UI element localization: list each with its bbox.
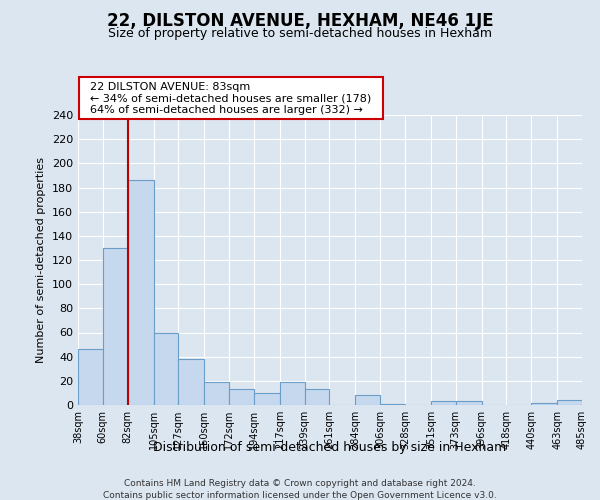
Text: Contains HM Land Registry data © Crown copyright and database right 2024.: Contains HM Land Registry data © Crown c… [124,480,476,488]
Bar [128,180,154,405]
Text: Contains public sector information licensed under the Open Government Licence v3: Contains public sector information licen… [103,490,497,500]
Bar [280,382,305,405]
Bar [355,396,380,405]
Bar [103,248,128,405]
Bar [78,350,103,405]
Text: Size of property relative to semi-detached houses in Hexham: Size of property relative to semi-detach… [108,28,492,40]
Bar [204,382,229,405]
Bar [154,332,178,405]
Text: 22, DILSTON AVENUE, HEXHAM, NE46 1JE: 22, DILSTON AVENUE, HEXHAM, NE46 1JE [107,12,493,30]
Bar [254,393,280,405]
Bar [431,402,456,405]
Bar [178,359,204,405]
Bar [229,390,254,405]
Bar [531,402,557,405]
Bar [305,390,329,405]
Bar [456,402,482,405]
Bar [380,404,405,405]
Text: Distribution of semi-detached houses by size in Hexham: Distribution of semi-detached houses by … [154,441,506,454]
Y-axis label: Number of semi-detached properties: Number of semi-detached properties [37,157,46,363]
Text: 22 DILSTON AVENUE: 83sqm  
  ← 34% of semi-detached houses are smaller (178)  
 : 22 DILSTON AVENUE: 83sqm ← 34% of semi-d… [83,82,378,115]
Bar [557,400,582,405]
